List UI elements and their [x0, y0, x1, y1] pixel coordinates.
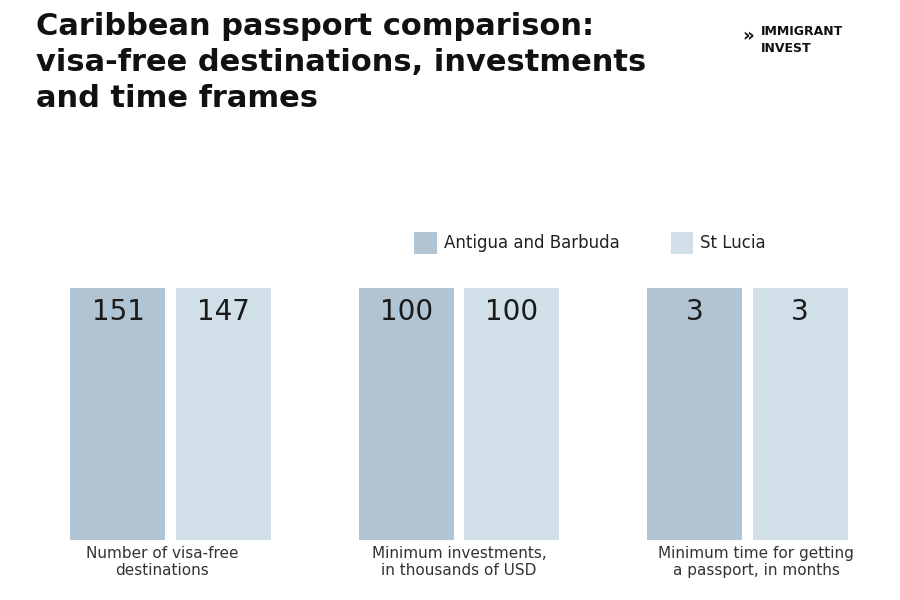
Text: Minimum time for getting
a passport, in months: Minimum time for getting a passport, in …	[658, 546, 854, 578]
Text: 3: 3	[686, 298, 704, 326]
Bar	[414, 232, 436, 253]
Text: Antigua and Barbuda: Antigua and Barbuda	[444, 234, 619, 252]
Bar	[464, 288, 559, 540]
Text: 100: 100	[485, 298, 538, 326]
Text: »: »	[742, 27, 754, 45]
Bar	[670, 232, 693, 253]
Bar	[70, 288, 166, 540]
Text: Caribbean passport comparison:
visa-free destinations, investments
and time fram: Caribbean passport comparison: visa-free…	[36, 12, 646, 113]
Bar	[752, 288, 848, 540]
Text: 3: 3	[791, 298, 809, 326]
Text: 147: 147	[197, 298, 249, 326]
Text: IMMIGRANT
INVEST: IMMIGRANT INVEST	[760, 25, 842, 55]
Bar	[359, 288, 454, 540]
Text: St Lucia: St Lucia	[700, 234, 766, 252]
Bar	[647, 288, 742, 540]
Text: Minimum investments,
in thousands of USD: Minimum investments, in thousands of USD	[372, 546, 546, 578]
Text: Number of visa-free
destinations: Number of visa-free destinations	[86, 546, 238, 578]
Text: 100: 100	[380, 298, 433, 326]
Text: 151: 151	[92, 298, 144, 326]
Bar	[176, 288, 271, 540]
